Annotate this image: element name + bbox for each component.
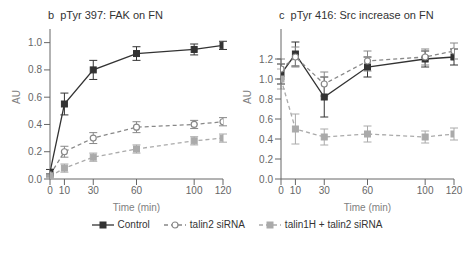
svg-text:0.2: 0.2 xyxy=(28,146,42,157)
html-text:c pTyr 416: Src increase on FN: c pTyr 416: Src increase on FN xyxy=(279,9,434,21)
svg-text:AU: AU xyxy=(242,90,253,104)
svg-text:0.0: 0.0 xyxy=(28,174,42,185)
svg-text:10: 10 xyxy=(290,185,302,196)
svg-text:0.8: 0.8 xyxy=(259,94,273,105)
svg-text:Time (min): Time (min) xyxy=(113,202,160,213)
svg-text:Time (min): Time (min) xyxy=(344,202,391,213)
svg-text:0.8: 0.8 xyxy=(28,64,42,75)
svg-text:0.0: 0.0 xyxy=(259,174,273,185)
svg-text:0.6: 0.6 xyxy=(28,92,42,103)
svg-text:10: 10 xyxy=(59,185,71,196)
svg-text:120: 120 xyxy=(215,185,232,196)
svg-text:30: 30 xyxy=(319,185,331,196)
svg-text:0.4: 0.4 xyxy=(28,119,42,130)
svg-text:100: 100 xyxy=(186,185,203,196)
svg-text:0: 0 xyxy=(278,185,284,196)
svg-text:1.2: 1.2 xyxy=(259,54,273,65)
svg-text:0.6: 0.6 xyxy=(259,114,273,125)
html-text:talin2 siRNA: talin2 siRNA xyxy=(189,219,245,230)
svg-text:0: 0 xyxy=(47,185,53,196)
svg-text:0.2: 0.2 xyxy=(259,154,273,165)
html-text:talin1H + talin2 siRNA: talin1H + talin2 siRNA xyxy=(284,219,383,230)
svg-text:120: 120 xyxy=(446,185,463,196)
svg-text:100: 100 xyxy=(417,185,434,196)
html-text:Control: Control xyxy=(117,219,150,230)
html-text:b pTyr 397: FAK on FN: b pTyr 397: FAK on FN xyxy=(48,9,163,21)
svg-text:1.0: 1.0 xyxy=(259,74,273,85)
svg-text:AU: AU xyxy=(11,90,22,104)
svg-text:60: 60 xyxy=(362,185,374,196)
svg-text:60: 60 xyxy=(131,185,143,196)
svg-text:1.0: 1.0 xyxy=(28,37,42,48)
svg-text:30: 30 xyxy=(88,185,100,196)
svg-text:0.4: 0.4 xyxy=(259,134,273,145)
